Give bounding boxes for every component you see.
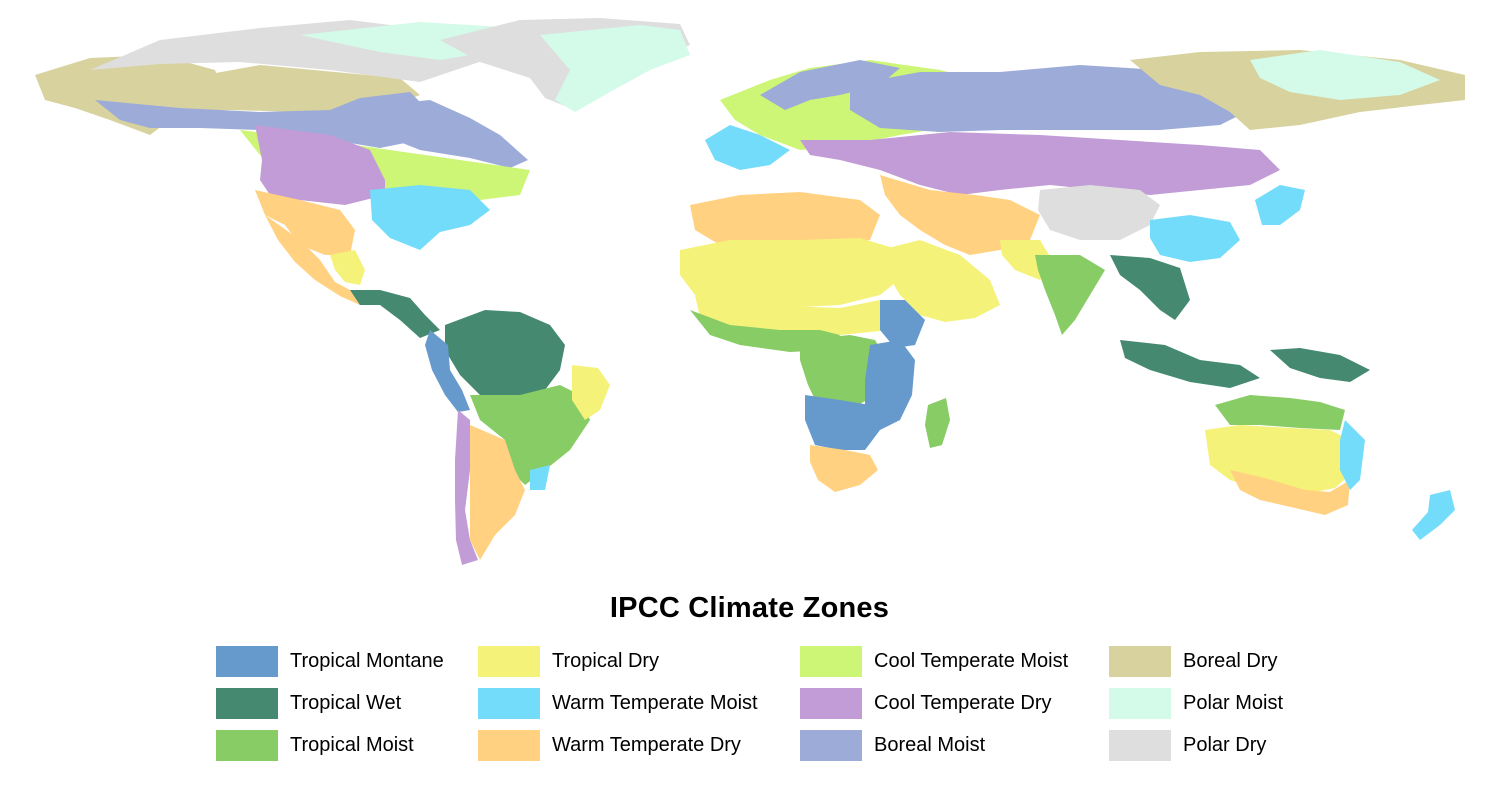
map-title: IPCC Climate Zones	[609, 592, 890, 624]
region-ethiopia	[880, 300, 925, 348]
region-sahara	[680, 238, 905, 308]
region-mexico	[265, 215, 370, 305]
legend-label: Polar Dry	[1183, 733, 1267, 756]
region-south-america-south	[470, 425, 525, 560]
region-scandinavia	[760, 60, 900, 110]
legend-item-cool-temperate-moist: Cool Temperate Moist	[800, 645, 1068, 677]
region-canada-north	[150, 65, 420, 112]
region-andes	[425, 330, 470, 412]
legend-label: Warm Temperate Dry	[552, 733, 741, 756]
region-amazon	[445, 310, 565, 400]
region-central-asia	[800, 132, 1280, 195]
legend-item-tropical-montane: Tropical Montane	[216, 645, 444, 677]
region-middle-east	[880, 175, 1040, 255]
legend-label: Polar Moist	[1183, 691, 1284, 714]
region-brazil	[470, 385, 590, 485]
legend-swatch	[1109, 729, 1171, 761]
region-new-guinea	[1270, 348, 1370, 382]
region-japan	[1255, 185, 1305, 225]
legend-swatch	[216, 645, 278, 677]
region-new-zealand	[1412, 490, 1455, 540]
region-southeast-asia	[1110, 255, 1190, 320]
legend-swatch	[478, 645, 540, 677]
region-north-america-cool-dry	[255, 125, 385, 205]
legend-swatch	[216, 687, 278, 719]
legend-label: Tropical Wet	[290, 691, 402, 714]
legend-item-warm-temperate-moist: Warm Temperate Moist	[478, 687, 758, 719]
region-canada-east	[380, 100, 528, 168]
region-sahel	[695, 295, 905, 335]
legend-swatch	[478, 687, 540, 719]
legend-item-boreal-moist: Boreal Moist	[800, 729, 985, 761]
legend-item-polar-dry: Polar Dry	[1109, 729, 1266, 761]
region-brazil-northeast	[572, 365, 610, 420]
region-europe-west	[705, 125, 790, 170]
legend-swatch	[800, 729, 862, 761]
legend-swatch	[800, 687, 862, 719]
region-east-africa	[865, 340, 915, 430]
legend-label: Cool Temperate Moist	[874, 649, 1069, 672]
region-southern-africa	[805, 395, 880, 450]
region-mexico-south	[330, 250, 365, 285]
legend-label: Tropical Moist	[290, 733, 414, 756]
region-indonesia	[1120, 340, 1260, 388]
region-china-south	[1150, 215, 1240, 262]
legend-label: Warm Temperate Moist	[552, 691, 758, 714]
legend-swatch	[216, 729, 278, 761]
legend-item-boreal-dry: Boreal Dry	[1109, 645, 1277, 677]
legend-item-tropical-moist: Tropical Moist	[216, 729, 414, 761]
region-canada-boreal	[95, 92, 430, 148]
region-south-africa	[810, 445, 878, 492]
legend-label: Tropical Dry	[552, 649, 660, 672]
legend: Tropical Montane Tropical Wet Tropical Moi…	[216, 645, 1336, 765]
region-south-brazil	[530, 465, 550, 490]
region-australia-south	[1230, 470, 1350, 515]
legend-item-tropical-wet: Tropical Wet	[216, 687, 401, 719]
region-tibet	[1038, 185, 1160, 240]
region-andes-south	[455, 410, 478, 565]
legend-label: Cool Temperate Dry	[874, 691, 1052, 714]
region-madagascar	[925, 398, 950, 448]
legend-item-cool-temperate-dry: Cool Temperate Dry	[800, 687, 1051, 719]
world-climate-map	[35, 18, 1465, 565]
legend-label: Tropical Montane	[290, 649, 444, 672]
region-greenland-coast	[540, 25, 690, 112]
region-australia-east	[1340, 420, 1365, 490]
region-australia-north	[1215, 395, 1345, 430]
region-russia-boreal	[850, 65, 1250, 132]
legend-item-tropical-dry: Tropical Dry	[478, 645, 659, 677]
legend-swatch	[478, 729, 540, 761]
legend-swatch	[1109, 645, 1171, 677]
region-arabia	[880, 240, 1000, 322]
legend-swatch	[800, 645, 862, 677]
region-north-africa	[690, 192, 880, 245]
legend-swatch	[1109, 687, 1171, 719]
region-central-america	[350, 290, 440, 338]
legend-label: Boreal Dry	[1183, 649, 1278, 672]
region-arctic-russia	[1250, 50, 1440, 100]
region-us-southwest	[255, 190, 355, 255]
legend-item-warm-temperate-dry: Warm Temperate Dry	[478, 729, 741, 761]
legend-label: Boreal Moist	[874, 733, 986, 756]
region-india	[1035, 255, 1105, 335]
legend-item-polar-moist: Polar Moist	[1109, 687, 1283, 719]
region-us-southeast	[370, 185, 490, 250]
